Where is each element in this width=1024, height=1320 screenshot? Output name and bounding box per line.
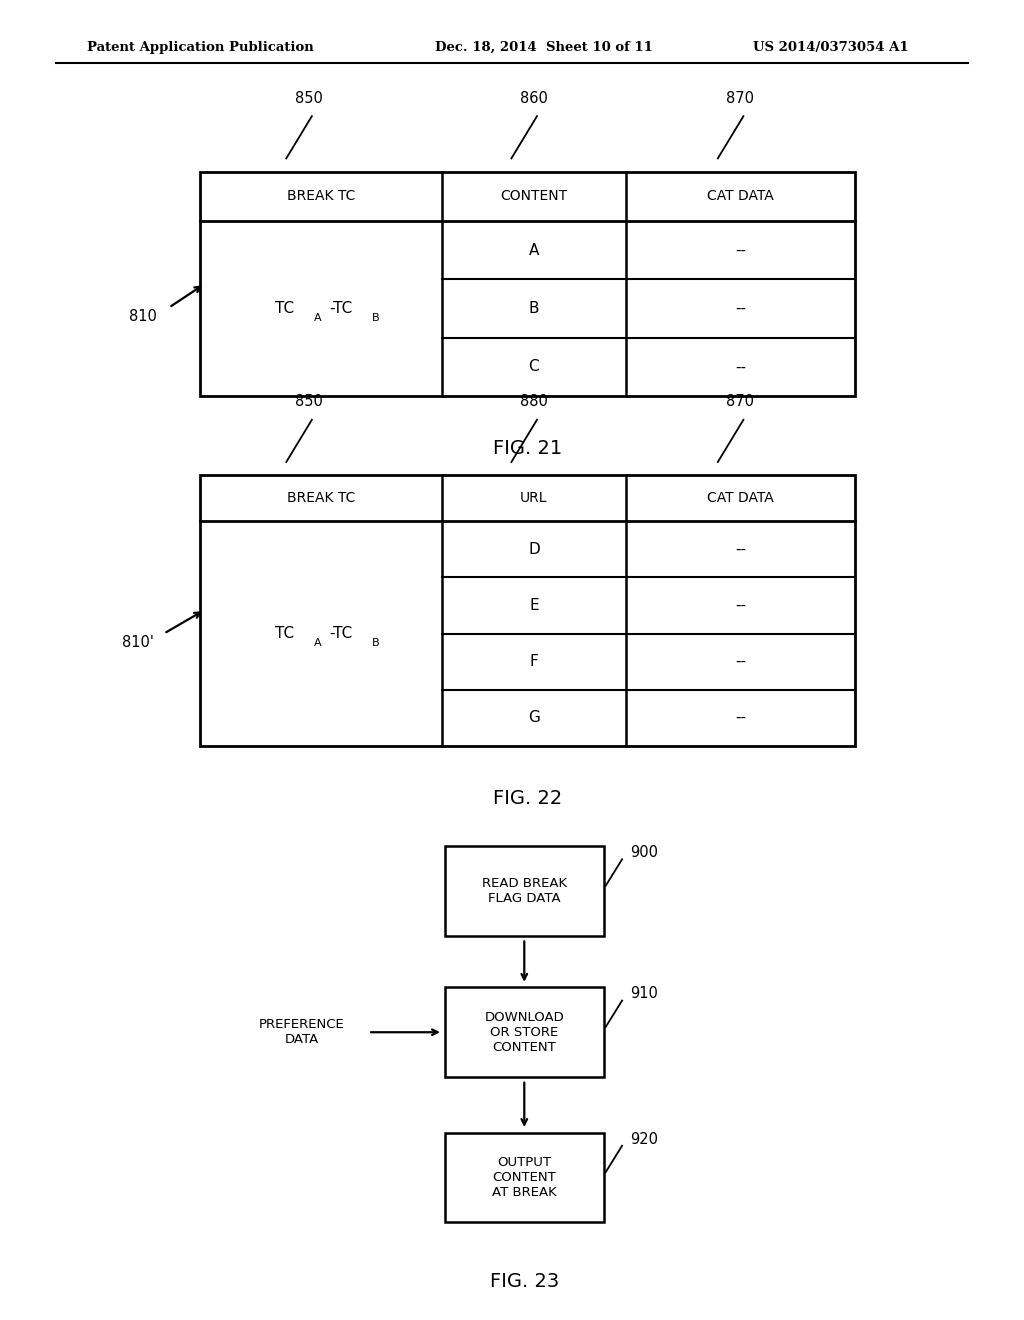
- Bar: [444, 1133, 604, 1222]
- Text: 880: 880: [520, 395, 548, 409]
- Text: TC: TC: [274, 301, 294, 315]
- Text: READ BREAK
FLAG DATA: READ BREAK FLAG DATA: [481, 876, 567, 906]
- Text: E: E: [529, 598, 539, 612]
- Text: F: F: [529, 655, 539, 669]
- Text: --: --: [735, 541, 745, 557]
- Text: C: C: [528, 359, 540, 375]
- Text: CONTENT: CONTENT: [501, 189, 567, 203]
- Text: Dec. 18, 2014  Sheet 10 of 11: Dec. 18, 2014 Sheet 10 of 11: [435, 41, 653, 54]
- Text: D: D: [528, 541, 540, 557]
- Text: --: --: [735, 243, 745, 257]
- Text: --: --: [735, 359, 745, 375]
- Text: 910: 910: [631, 986, 658, 1002]
- Text: TC: TC: [274, 626, 294, 642]
- Text: -TC: -TC: [329, 301, 352, 315]
- Text: FIG. 22: FIG. 22: [493, 789, 562, 808]
- Bar: [200, 172, 855, 396]
- Text: B: B: [372, 638, 380, 648]
- Text: --: --: [735, 598, 745, 612]
- Text: --: --: [735, 710, 745, 725]
- Text: CAT DATA: CAT DATA: [707, 189, 774, 203]
- Text: FIG. 21: FIG. 21: [493, 440, 562, 458]
- Text: A: A: [313, 313, 322, 322]
- Text: -TC: -TC: [329, 626, 352, 642]
- Bar: [444, 987, 604, 1077]
- Bar: [200, 475, 855, 746]
- Text: B: B: [372, 313, 380, 322]
- Text: 850: 850: [295, 91, 323, 106]
- Text: FIG. 23: FIG. 23: [489, 1272, 559, 1291]
- Bar: [444, 846, 604, 936]
- Text: BREAK TC: BREAK TC: [287, 491, 355, 506]
- Text: --: --: [735, 655, 745, 669]
- Text: 850: 850: [295, 395, 323, 409]
- Text: A: A: [528, 243, 539, 257]
- Text: 920: 920: [631, 1131, 658, 1147]
- Text: B: B: [528, 301, 540, 315]
- Text: URL: URL: [520, 491, 548, 506]
- Text: BREAK TC: BREAK TC: [287, 189, 355, 203]
- Text: CAT DATA: CAT DATA: [707, 491, 774, 506]
- Text: DOWNLOAD
OR STORE
CONTENT: DOWNLOAD OR STORE CONTENT: [484, 1011, 564, 1053]
- Text: Patent Application Publication: Patent Application Publication: [87, 41, 313, 54]
- Text: OUTPUT
CONTENT
AT BREAK: OUTPUT CONTENT AT BREAK: [492, 1156, 557, 1199]
- Text: 870: 870: [726, 395, 755, 409]
- Text: US 2014/0373054 A1: US 2014/0373054 A1: [753, 41, 908, 54]
- Text: A: A: [313, 638, 322, 648]
- Text: 810': 810': [122, 635, 155, 651]
- Text: PREFERENCE
DATA: PREFERENCE DATA: [259, 1018, 344, 1047]
- Text: G: G: [528, 710, 540, 725]
- Text: --: --: [735, 301, 745, 315]
- Text: 810: 810: [129, 309, 158, 325]
- Text: 900: 900: [631, 845, 658, 861]
- Text: 870: 870: [726, 91, 755, 106]
- Text: 860: 860: [520, 91, 548, 106]
